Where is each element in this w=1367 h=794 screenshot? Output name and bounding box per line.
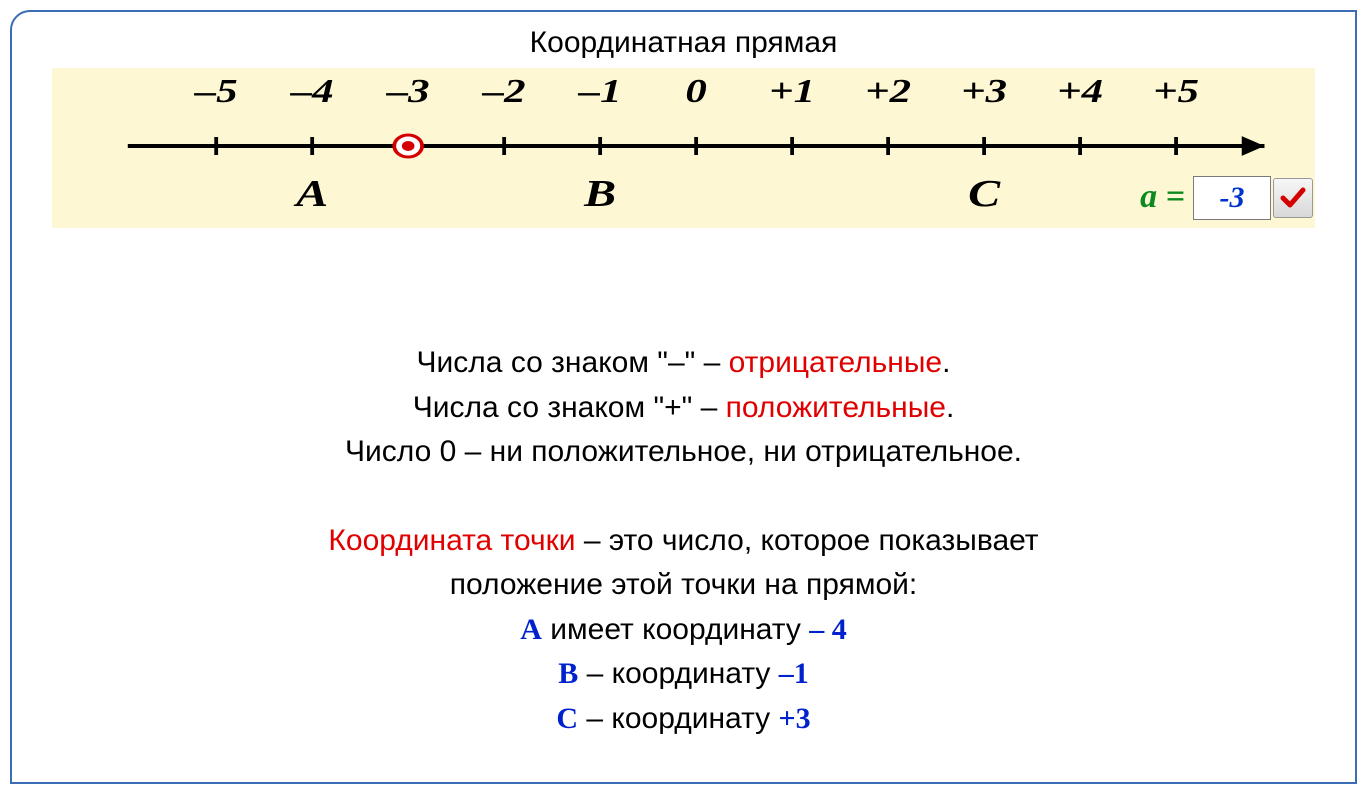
coord-definition: Координата точки – это число, которое по… xyxy=(12,521,1355,740)
tick-label: +3 xyxy=(961,72,1007,110)
numberline-svg[interactable]: –5 –4 –3 –2 –1 0 +1 +2 +3 +4 +5 A B C xyxy=(52,68,1315,228)
point-value: – 4 xyxy=(809,613,847,646)
explanation-block: Числа со знаком "–" – отрицательные. Чис… xyxy=(12,343,1355,739)
point-label-b: B xyxy=(583,173,616,215)
text: . xyxy=(942,346,950,379)
explain-line-1: Числа со знаком "–" – отрицательные. xyxy=(12,343,1355,384)
text: Числа со знаком "–" – xyxy=(417,346,729,379)
text: – координату xyxy=(578,702,778,735)
movable-point-center xyxy=(402,141,415,151)
point-b-coord: B – координату –1 xyxy=(12,654,1355,695)
explain-line-3: Число 0 – ни положительное, ни отрицател… xyxy=(12,432,1355,473)
tick-label: +5 xyxy=(1153,72,1199,110)
point-letter: C xyxy=(556,702,578,735)
tick-label: +4 xyxy=(1057,72,1103,110)
point-letter: A xyxy=(520,613,542,646)
point-label-a: A xyxy=(293,173,328,215)
point-label-c: C xyxy=(968,173,1001,215)
tick-label: +2 xyxy=(865,72,911,110)
point-a-coord: A имеет координату – 4 xyxy=(12,610,1355,651)
variable-a-label: a = xyxy=(1140,178,1185,216)
text: имеет координату xyxy=(542,613,809,646)
lesson-frame: Координатная прямая –5 –4 –3 –2 –1 0 +1 +2 +3 +4 +… xyxy=(10,10,1357,784)
point-value: +3 xyxy=(779,702,811,735)
variable-a-input[interactable]: -3 xyxy=(1193,176,1271,220)
page-title: Координатная прямая xyxy=(12,26,1355,60)
check-button[interactable] xyxy=(1273,178,1313,218)
text: – это число, которое показывает xyxy=(575,524,1038,557)
text: – координату xyxy=(578,657,778,690)
check-icon xyxy=(1279,184,1307,212)
explain-line-2: Числа со знаком "+" – положительные. xyxy=(12,388,1355,429)
tick-label: 0 xyxy=(685,72,706,110)
point-c-coord: C – координату +3 xyxy=(12,699,1355,740)
tick-label: –3 xyxy=(386,72,430,110)
tick-label: –4 xyxy=(290,72,334,110)
point-value: –1 xyxy=(779,657,809,690)
text: . xyxy=(946,391,954,424)
coord-line-1: Координата точки – это число, которое по… xyxy=(12,521,1355,562)
text: Числа со знаком "+" – xyxy=(413,391,726,424)
text-coord-term: Координата точки xyxy=(328,524,575,557)
text-positive: положительные xyxy=(726,391,946,424)
tick-label: –1 xyxy=(578,72,622,110)
text-negative: отрицательные xyxy=(729,346,942,379)
tick-label: –5 xyxy=(194,72,238,110)
tick-label: –2 xyxy=(482,72,526,110)
tick-label: +1 xyxy=(769,72,815,110)
numberline-panel: –5 –4 –3 –2 –1 0 +1 +2 +3 +4 +5 A B C a = -3 xyxy=(52,68,1315,228)
coord-line-2: положение этой точки на прямой: xyxy=(12,565,1355,606)
point-letter: B xyxy=(558,657,578,690)
